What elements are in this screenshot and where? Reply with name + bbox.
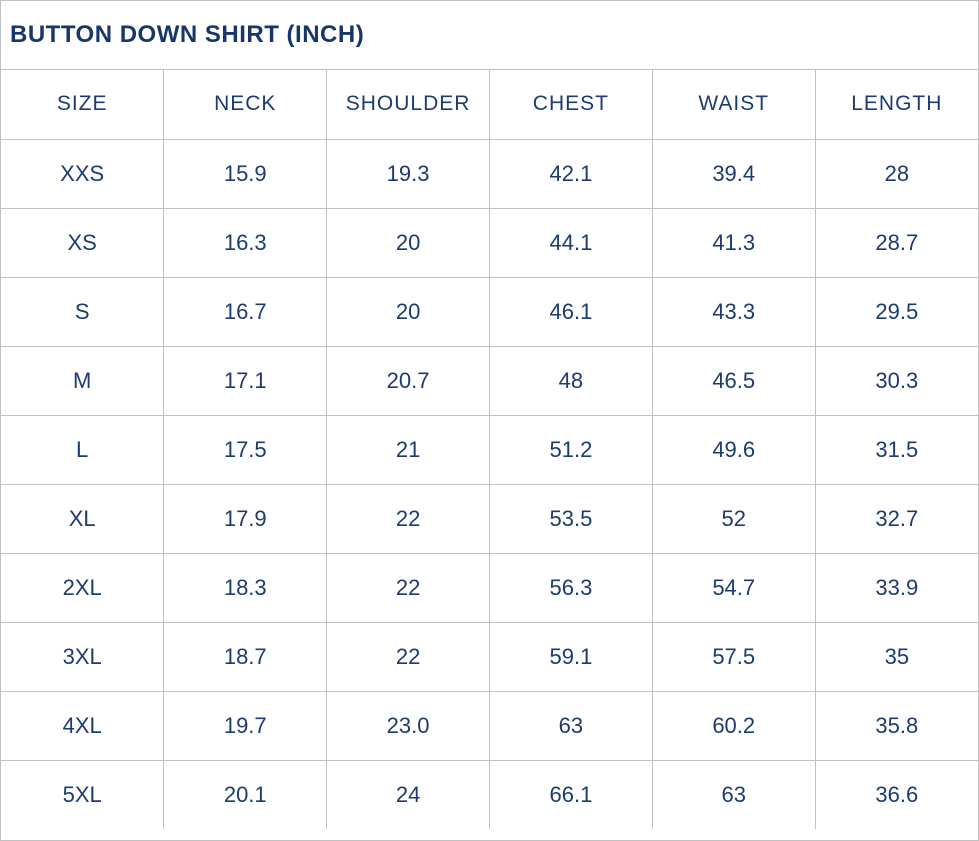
cell-value: 21 — [326, 414, 490, 485]
cell-value: 17.5 — [163, 414, 328, 485]
cell-value: 16.3 — [163, 207, 328, 278]
table-row: 2XL 18.3 22 56.3 54.7 33.9 — [1, 552, 978, 623]
cell-size: M — [1, 345, 165, 416]
cell-value: 42.1 — [488, 138, 653, 209]
cell-value: 15.9 — [163, 138, 328, 209]
cell-value: 60.2 — [651, 690, 816, 761]
cell-value: 31.5 — [814, 414, 978, 485]
cell-value: 56.3 — [488, 552, 653, 623]
column-header: SIZE — [1, 69, 165, 140]
cell-value: 18.3 — [163, 552, 328, 623]
cell-value: 59.1 — [488, 621, 653, 692]
cell-value: 51.2 — [488, 414, 653, 485]
table-row: XS 16.3 20 44.1 41.3 28.7 — [1, 207, 978, 278]
page-title: BUTTON DOWN SHIRT (INCH) — [10, 21, 365, 48]
cell-value: 63 — [488, 690, 653, 761]
cell-value: 17.9 — [163, 483, 328, 554]
cell-value: 32.7 — [814, 483, 978, 554]
cell-value: 20.1 — [163, 759, 328, 830]
cell-value: 20 — [326, 276, 490, 347]
cell-size: XS — [1, 207, 165, 278]
cell-value: 22 — [326, 552, 490, 623]
cell-size: 5XL — [1, 759, 165, 830]
cell-value: 35 — [814, 621, 978, 692]
cell-value: 63 — [651, 759, 816, 830]
cell-size: L — [1, 414, 165, 485]
cell-size: XXS — [1, 138, 165, 209]
column-header: CHEST — [488, 69, 653, 140]
cell-value: 36.6 — [814, 759, 978, 830]
size-table: SIZE NECK SHOULDER CHEST WAIST LENGTH XXS 15.9… — [1, 69, 978, 830]
cell-value: 33.9 — [814, 552, 978, 623]
table-row: 5XL 20.1 24 66.1 63 36.6 — [1, 759, 978, 830]
cell-value: 53.5 — [488, 483, 653, 554]
cell-value: 44.1 — [488, 207, 653, 278]
cell-value: 46.1 — [488, 276, 653, 347]
table-body: XXS 15.9 19.3 42.1 39.4 28 XS 16.3 20 44.1 41.3 28.… — [1, 138, 978, 830]
cell-value: 16.7 — [163, 276, 328, 347]
table-head: SIZE NECK SHOULDER CHEST WAIST LENGTH — [1, 69, 978, 140]
cell-value: 20 — [326, 207, 490, 278]
table-row: XXS 15.9 19.3 42.1 39.4 28 — [1, 138, 978, 209]
table-row: S 16.7 20 46.1 43.3 29.5 — [1, 276, 978, 347]
cell-value: 57.5 — [651, 621, 816, 692]
cell-value: 22 — [326, 483, 490, 554]
table-row: 3XL 18.7 22 59.1 57.5 35 — [1, 621, 978, 692]
cell-value: 19.7 — [163, 690, 328, 761]
cell-value: 28 — [814, 138, 978, 209]
table-row: M 17.1 20.7 48 46.5 30.3 — [1, 345, 978, 416]
table-row: 4XL 19.7 23.0 63 60.2 35.8 — [1, 690, 978, 761]
table-row: L 17.5 21 51.2 49.6 31.5 — [1, 414, 978, 485]
cell-size: 3XL — [1, 621, 165, 692]
column-header: NECK — [163, 69, 328, 140]
column-header: WAIST — [651, 69, 816, 140]
cell-value: 29.5 — [814, 276, 978, 347]
cell-value: 39.4 — [651, 138, 816, 209]
cell-value: 30.3 — [814, 345, 978, 416]
cell-size: S — [1, 276, 165, 347]
cell-value: 23.0 — [326, 690, 490, 761]
cell-value: 49.6 — [651, 414, 816, 485]
column-header: SHOULDER — [326, 69, 490, 140]
cell-value: 46.5 — [651, 345, 816, 416]
table-row: XL 17.9 22 53.5 52 32.7 — [1, 483, 978, 554]
cell-size: 4XL — [1, 690, 165, 761]
cell-value: 35.8 — [814, 690, 978, 761]
cell-value: 22 — [326, 621, 490, 692]
cell-value: 20.7 — [326, 345, 490, 416]
cell-value: 54.7 — [651, 552, 816, 623]
cell-size: 2XL — [1, 552, 165, 623]
column-header: LENGTH — [814, 69, 978, 140]
cell-value: 24 — [326, 759, 490, 830]
cell-value: 52 — [651, 483, 816, 554]
cell-value: 17.1 — [163, 345, 328, 416]
cell-value: 41.3 — [651, 207, 816, 278]
header-row: SIZE NECK SHOULDER CHEST WAIST LENGTH — [1, 69, 978, 140]
cell-value: 48 — [488, 345, 653, 416]
cell-size: XL — [1, 483, 165, 554]
title-bar: BUTTON DOWN SHIRT (INCH) — [1, 1, 978, 70]
cell-value: 19.3 — [326, 138, 490, 209]
cell-value: 66.1 — [488, 759, 653, 830]
cell-value: 43.3 — [651, 276, 816, 347]
cell-value: 18.7 — [163, 621, 328, 692]
cell-value: 28.7 — [814, 207, 978, 278]
